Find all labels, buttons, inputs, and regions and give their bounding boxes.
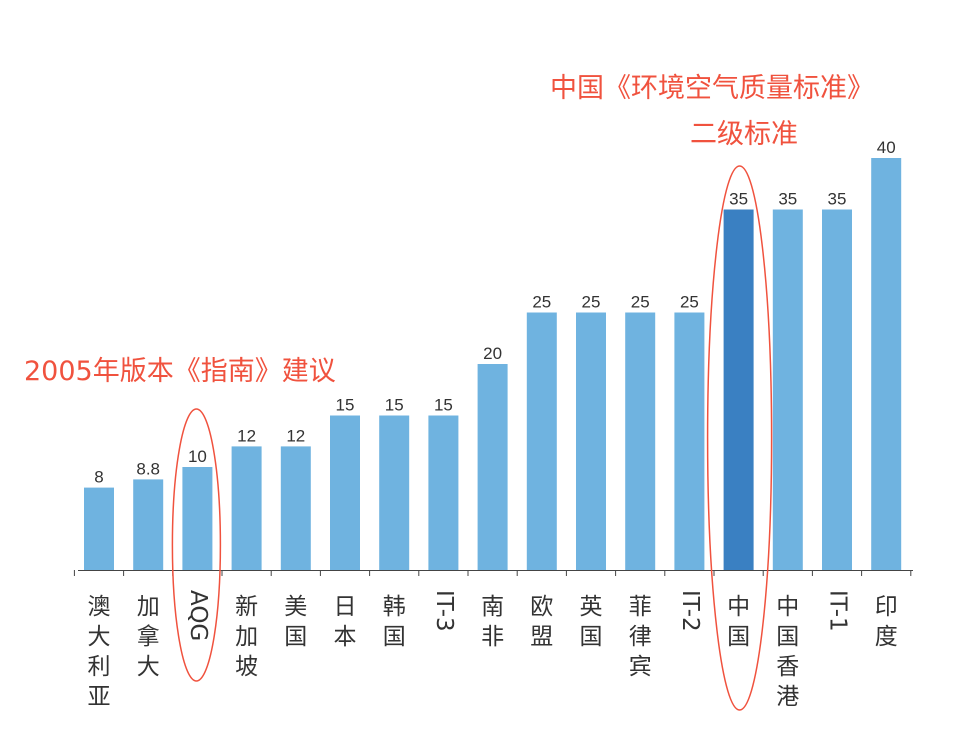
- value-label-16: 40: [877, 138, 896, 157]
- category-label-4: 美国: [284, 594, 307, 650]
- value-label-3: 12: [237, 426, 256, 445]
- value-label-14: 35: [778, 190, 797, 209]
- category-label-2: AQG: [185, 590, 211, 641]
- bar-6: [379, 415, 410, 570]
- bar-13: [723, 209, 754, 570]
- category-label-8: 南非: [481, 594, 504, 650]
- value-label-4: 12: [286, 426, 305, 445]
- value-label-9: 25: [532, 293, 551, 312]
- category-label-5: 日本: [334, 594, 357, 650]
- bar-4: [280, 446, 311, 570]
- annotation-text-aqg: 2005年版本《指南》建议: [24, 356, 336, 387]
- value-label-1: 8.8: [136, 459, 160, 478]
- bar-8: [477, 364, 508, 570]
- annotation-ellipse-china: [706, 165, 773, 711]
- bar-7: [428, 415, 459, 570]
- category-label-12: IT-2: [677, 590, 703, 632]
- value-label-group: 8 8.8 10 12 12 15 15 15 20 25 25 25 25 35 35 35 40: [94, 138, 895, 487]
- bar-9: [526, 312, 557, 570]
- annotation-text-china-line2: 二级标准: [690, 119, 798, 150]
- category-label-14: 中国香港: [776, 594, 799, 710]
- bar-1: [133, 479, 164, 570]
- value-label-0: 8: [94, 468, 103, 487]
- bar-11: [625, 312, 656, 570]
- value-label-2: 10: [188, 447, 207, 466]
- category-label-0: 澳大利亚: [88, 594, 111, 710]
- value-label-6: 15: [385, 396, 404, 415]
- annotation-ellipse-aqg: [171, 408, 222, 682]
- category-label-6: 韩国: [383, 594, 406, 650]
- value-label-8: 20: [483, 344, 502, 363]
- value-label-11: 25: [631, 293, 650, 312]
- bar-16: [871, 158, 902, 570]
- value-label-7: 15: [434, 396, 453, 415]
- value-label-13: 35: [729, 190, 748, 209]
- bar-0: [84, 487, 114, 570]
- bar-12: [674, 312, 705, 570]
- category-label-16: 印度: [875, 594, 898, 650]
- category-label-9: 欧盟: [530, 594, 553, 650]
- category-label-13: 中国: [727, 594, 750, 650]
- bar-14: [772, 209, 803, 570]
- bar-3: [231, 446, 262, 570]
- bar-10: [576, 312, 606, 570]
- value-label-12: 25: [680, 293, 699, 312]
- category-label-10: 英国: [580, 594, 603, 650]
- bar-group: [84, 158, 902, 570]
- value-label-5: 15: [336, 396, 355, 415]
- bar-15: [822, 209, 852, 570]
- bar-5: [330, 415, 360, 570]
- value-label-10: 25: [582, 293, 601, 312]
- x-axis-ticks: [73, 570, 912, 576]
- category-label-11: 菲律宾: [629, 594, 652, 680]
- category-label-7: IT-3: [431, 590, 457, 632]
- value-label-15: 35: [828, 190, 847, 209]
- bar-2: [182, 467, 213, 570]
- annotation-group: 2005年版本《指南》建议 中国《环境空气质量标准》二级标准: [24, 73, 874, 711]
- annotation-text-china-line1: 中国《环境空气质量标准》: [550, 73, 874, 104]
- category-label-3: 新加坡: [235, 594, 258, 680]
- category-label-15: IT-1: [825, 590, 851, 632]
- category-label-1: 加拿大: [137, 594, 160, 680]
